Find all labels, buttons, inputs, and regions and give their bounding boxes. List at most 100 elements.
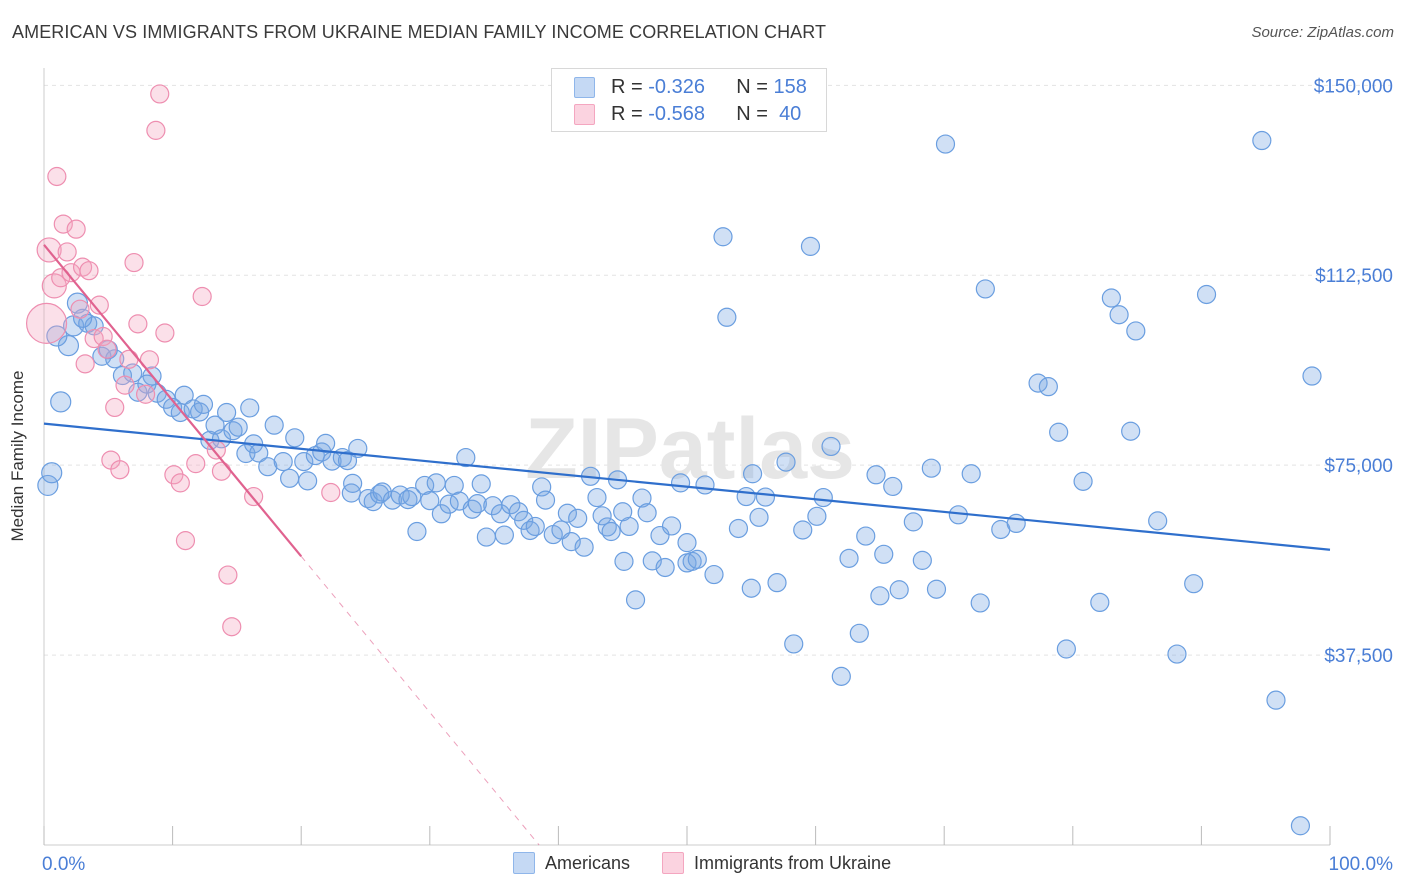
americans-point xyxy=(821,436,841,457)
americans-point xyxy=(687,549,707,569)
americans-legend-swatch xyxy=(513,852,535,874)
americans-point xyxy=(1126,321,1146,341)
n-value: 158 xyxy=(773,75,807,98)
y-tick-label: $37,500 xyxy=(1324,646,1393,667)
ukraine-point xyxy=(192,286,212,307)
ukraine-point xyxy=(79,261,99,281)
ukraine-point xyxy=(89,295,109,315)
americans-point xyxy=(728,518,749,539)
americans-trend-line xyxy=(43,422,1331,551)
ukraine-trend-extension xyxy=(300,556,540,846)
ukraine-point xyxy=(124,252,144,273)
americans-point xyxy=(695,475,715,495)
ukraine-point xyxy=(41,273,67,299)
chart-title: AMERICAN VS IMMIGRANTS FROM UKRAINE MEDI… xyxy=(12,22,827,42)
stats-row-americans: R = -0.326 N = 158 xyxy=(574,74,807,100)
americans-point xyxy=(807,506,827,526)
americans-point xyxy=(839,548,859,568)
x-tick-label: 0.0% xyxy=(42,854,85,875)
ukraine-point xyxy=(128,314,148,334)
americans-point xyxy=(1167,644,1187,664)
ukraine-point xyxy=(75,354,95,374)
americans-point xyxy=(557,503,578,523)
y-tick-label: $150,000 xyxy=(1314,76,1393,97)
ukraine-point xyxy=(139,350,160,370)
americans-point xyxy=(420,491,440,511)
americans-point xyxy=(456,447,476,468)
americans-point xyxy=(294,452,314,472)
ukraine-point xyxy=(53,214,73,234)
series-americans xyxy=(37,130,1322,836)
ukraine-point xyxy=(150,84,170,104)
americans-point xyxy=(926,579,947,599)
americans-point xyxy=(574,537,594,557)
r-value: -0.568 xyxy=(648,102,705,125)
americans-point xyxy=(494,525,514,545)
ukraine-point xyxy=(57,242,77,262)
americans-point xyxy=(741,578,761,598)
americans-legend-label: Americans xyxy=(545,852,631,873)
americans-point xyxy=(298,471,318,491)
americans-point xyxy=(535,490,556,510)
americans-point xyxy=(921,458,941,478)
americans-point xyxy=(866,465,886,485)
ukraine-point xyxy=(25,302,68,344)
americans-point xyxy=(407,521,427,542)
americans-point xyxy=(717,307,737,327)
americans-point xyxy=(767,573,787,593)
americans-point xyxy=(41,462,63,484)
americans-point xyxy=(613,502,633,522)
americans-point xyxy=(476,527,496,547)
ukraine-swatch xyxy=(574,103,595,125)
americans-point xyxy=(813,487,833,508)
americans-point xyxy=(1184,574,1204,594)
americans-point xyxy=(431,504,451,524)
americans-point xyxy=(587,487,607,508)
series-legend: Americans Immigrants from Ukraine xyxy=(513,852,891,874)
americans-point xyxy=(568,508,588,528)
americans-point xyxy=(1038,377,1058,397)
series-immigrants-ukraine xyxy=(25,84,341,637)
americans-point xyxy=(1302,366,1322,386)
ukraine-point xyxy=(105,397,125,418)
americans-point xyxy=(742,464,763,484)
ukraine-point xyxy=(119,349,139,369)
americans-point xyxy=(37,474,59,497)
americans-point xyxy=(525,516,545,537)
americans-point xyxy=(285,428,305,448)
americans-point xyxy=(670,473,691,493)
americans-point xyxy=(471,474,491,494)
y-axis-label: Median Family Income xyxy=(8,370,27,542)
americans-point xyxy=(46,325,68,347)
ukraine-point xyxy=(135,384,156,404)
americans-point xyxy=(217,402,237,423)
americans-point xyxy=(1101,288,1121,308)
americans-point xyxy=(264,415,284,435)
americans-point xyxy=(1006,513,1026,534)
americans-point xyxy=(637,503,657,523)
ukraine-legend-swatch xyxy=(662,852,685,874)
americans-point xyxy=(704,564,724,585)
americans-point xyxy=(1056,639,1076,659)
americans-point xyxy=(1290,816,1311,836)
americans-point xyxy=(174,385,194,405)
ukraine-point xyxy=(51,268,71,288)
americans-point xyxy=(870,586,890,606)
stats-legend: R = -0.326 N = 158 R = -0.568 N = 40 xyxy=(551,68,827,132)
americans-point xyxy=(736,486,756,507)
americans-point xyxy=(755,487,776,507)
americans-point xyxy=(402,486,422,507)
americans-point xyxy=(625,590,646,610)
axes xyxy=(43,68,1331,846)
americans-point xyxy=(1090,592,1110,613)
r-label: R = xyxy=(611,102,643,125)
n-label: N = xyxy=(736,102,768,125)
americans-point xyxy=(793,520,813,540)
americans-point xyxy=(713,227,733,247)
r-value: -0.326 xyxy=(648,75,705,98)
americans-point xyxy=(614,551,634,571)
ukraine-point xyxy=(47,166,67,187)
americans-point xyxy=(223,421,243,441)
americans-point xyxy=(592,506,612,526)
